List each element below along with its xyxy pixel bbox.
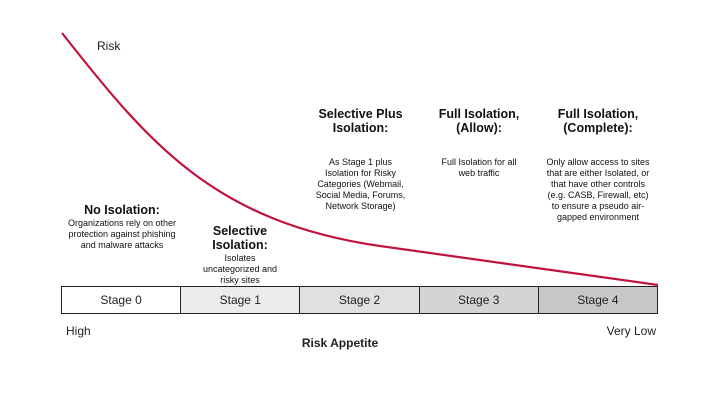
column-no-isolation: No Isolation: Organizations rely on othe…	[66, 203, 178, 251]
column-title: No Isolation:	[84, 203, 160, 217]
risk-curve	[61, 32, 659, 287]
column-full-isolation-allow: Full Isolation, (Allow): Full Isolation …	[422, 107, 536, 179]
axis-right-label: Very Low	[606, 324, 656, 338]
column-selective-isolation: Selective Isolation: Isolates uncategori…	[183, 224, 297, 286]
column-selective-plus-isolation: Selective Plus Isolation: As Stage 1 plu…	[303, 107, 418, 212]
column-title: Selective Plus Isolation:	[318, 107, 403, 135]
risk-curve-label: Risk	[97, 39, 121, 53]
column-description: Full Isolation for all web traffic	[441, 157, 517, 178]
column-title: Full Isolation, (Complete):	[557, 107, 639, 135]
column-title: Selective Isolation:	[212, 224, 268, 252]
column-title: Full Isolation, (Allow):	[438, 107, 520, 135]
stage-4-cell: Stage 4	[538, 287, 658, 313]
column-description: As Stage 1 plus Isolation for Risky Cate…	[315, 157, 406, 211]
column-description: Organizations rely on other protection a…	[67, 218, 177, 250]
axis-left-label: High	[66, 324, 91, 338]
stage-label: Stage 3	[458, 293, 500, 307]
axis-title: Risk Appetite	[301, 336, 379, 350]
stage-label: Stage 1	[219, 293, 261, 307]
stage-label: Stage 2	[338, 293, 381, 307]
stage-2-cell: Stage 2	[300, 287, 420, 313]
stage-3-cell: Stage 3	[419, 287, 539, 313]
stage-0-cell: Stage 0	[62, 287, 182, 313]
stage-label: Stage 4	[577, 293, 619, 307]
stage-label: Stage 0	[100, 293, 142, 307]
column-description: Only allow access to sites that are eith…	[546, 157, 650, 222]
column-description: Isolates uncategorized and risky sites	[202, 253, 278, 285]
stage-1-cell: Stage 1	[181, 287, 301, 313]
stage-bar: Stage 0 Stage 1 Stage 2 Stage 3 Stage 4	[61, 286, 658, 314]
column-full-isolation-complete: Full Isolation, (Complete): Only allow a…	[541, 107, 655, 223]
